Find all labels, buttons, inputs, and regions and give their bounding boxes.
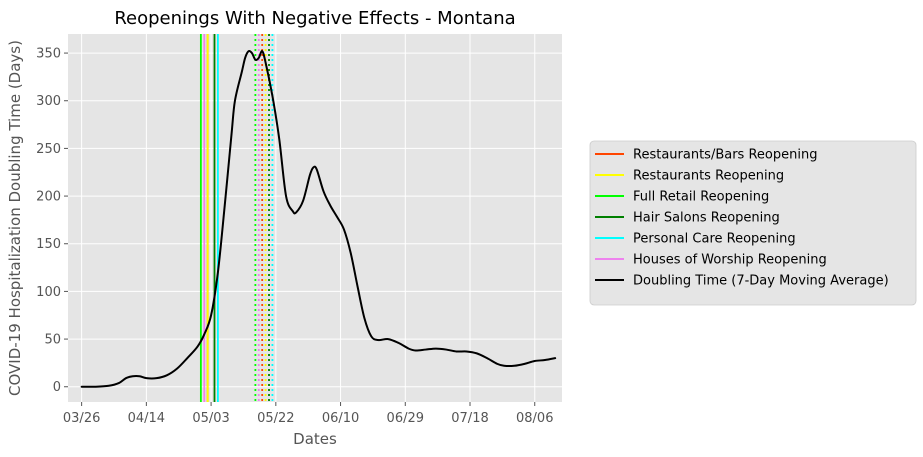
y-tick-label: 200: [36, 190, 61, 205]
reopening-lines: [199, 34, 274, 402]
y-tick-label: 350: [36, 47, 61, 62]
legend: Restaurants/Bars Reopening Restaurants Re…: [589, 140, 917, 306]
x-tick-label: 05/03: [192, 411, 229, 426]
legend-entry-label: Doubling Time (7-Day Moving Average): [633, 274, 889, 289]
y-tick-label: 100: [36, 285, 61, 300]
y-tick-label: 0: [53, 380, 61, 395]
y-tick-label: 50: [44, 333, 61, 348]
y-tick-label: 150: [36, 237, 61, 252]
x-tick-label: 06/10: [322, 411, 359, 426]
doubling-time-line: [80, 49, 557, 388]
legend-entry-label: Hair Salons Reopening: [633, 211, 780, 226]
x-tick-label: 06/29: [387, 411, 424, 426]
x-tick-label: 03/26: [63, 411, 100, 426]
legend-entry-label: Personal Care Reopening: [633, 232, 796, 247]
chart-title: Reopenings With Negative Effects - Monta…: [114, 8, 515, 29]
y-axis-label: COVID-19 Hospitalization Doubling Time (…: [6, 40, 24, 396]
x-tick-label: 05/22: [257, 411, 294, 426]
tick-labels: 0 50 100 150 200 250 300 350 03/26 04/14 05/03 05/2…: [36, 47, 553, 426]
legend-entry-label: Restaurants Reopening: [633, 169, 784, 184]
legend-entry-label: Full Retail Reopening: [633, 190, 769, 205]
legend-entry-label: Houses of Worship Reopening: [633, 253, 827, 268]
x-tick-label: 07/18: [451, 411, 488, 426]
x-tick-label: 08/06: [516, 411, 553, 426]
x-tick-label: 04/14: [128, 411, 165, 426]
plot-area: [68, 34, 562, 402]
series-layer: [80, 49, 557, 388]
legend-box: [589, 140, 917, 306]
grid: [68, 34, 562, 402]
x-axis-label: Dates: [293, 430, 337, 448]
legend-entry-label: Restaurants/Bars Reopening: [633, 148, 817, 163]
y-tick-label: 250: [36, 142, 61, 157]
y-tick-label: 300: [36, 94, 61, 109]
